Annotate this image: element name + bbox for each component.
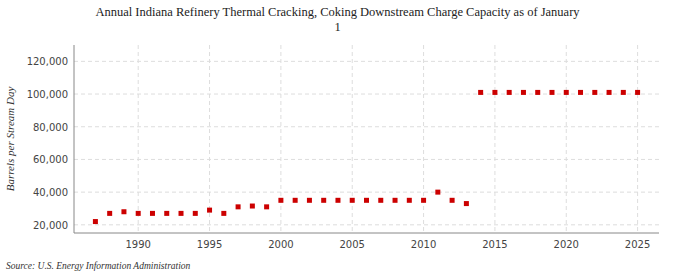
point xyxy=(507,90,512,95)
point xyxy=(221,211,226,216)
grid xyxy=(74,45,659,233)
tick-label: 2010 xyxy=(411,239,436,250)
point xyxy=(378,198,383,203)
tick-label: 2015 xyxy=(482,239,507,250)
point xyxy=(107,211,112,216)
point xyxy=(293,198,298,203)
point xyxy=(335,198,340,203)
point xyxy=(164,211,169,216)
grid-line xyxy=(637,45,638,233)
grid-line xyxy=(74,126,659,127)
point xyxy=(150,211,155,216)
point xyxy=(193,211,198,216)
point xyxy=(393,198,398,203)
point xyxy=(136,211,141,216)
y-axis xyxy=(74,45,75,233)
tick-label: 100,000 xyxy=(27,89,68,100)
tick-label: 2020 xyxy=(554,239,579,250)
point xyxy=(478,90,483,95)
point xyxy=(621,90,626,95)
point xyxy=(307,198,312,203)
tick-label: 2000 xyxy=(268,239,293,250)
point xyxy=(521,90,526,95)
title: Annual Indiana Refinery Thermal Cracking… xyxy=(95,5,580,34)
grid-line xyxy=(423,45,424,233)
tick-label: 20,000 xyxy=(33,220,68,231)
grid-line xyxy=(74,192,659,193)
grid-line xyxy=(352,45,353,233)
point xyxy=(250,204,255,209)
point xyxy=(592,90,597,95)
grid-line xyxy=(138,45,139,233)
grid-line xyxy=(494,45,495,233)
axis-label: Barrels per Stream Day xyxy=(4,87,16,192)
grid-line xyxy=(280,45,281,233)
point xyxy=(236,204,241,209)
point xyxy=(435,190,440,195)
point xyxy=(464,201,469,206)
tick-label: 1990 xyxy=(125,239,150,250)
point xyxy=(535,90,540,95)
grid-line xyxy=(74,61,659,62)
point xyxy=(264,204,269,209)
annotation: Source: U.S. Energy Information Administ… xyxy=(6,261,191,271)
grid-line xyxy=(74,224,659,225)
point xyxy=(635,90,640,95)
point xyxy=(578,90,583,95)
tick-label: 2025 xyxy=(625,239,650,250)
tick-label: 80,000 xyxy=(33,122,68,133)
point xyxy=(321,198,326,203)
x-axis xyxy=(74,233,659,234)
point xyxy=(121,209,126,214)
grid-line xyxy=(566,45,567,233)
point xyxy=(278,198,283,203)
tick-label: 120,000 xyxy=(27,56,68,67)
chart: Annual Indiana Refinery Thermal Cracking… xyxy=(0,0,675,275)
point xyxy=(207,208,212,213)
tick-label: 40,000 xyxy=(33,187,68,198)
point xyxy=(450,198,455,203)
point xyxy=(364,198,369,203)
grid-line xyxy=(74,94,659,95)
point xyxy=(492,90,497,95)
tick-label: 60,000 xyxy=(33,154,68,165)
grid-line xyxy=(74,159,659,160)
tick-label: 1995 xyxy=(197,239,222,250)
point xyxy=(179,211,184,216)
grid-line xyxy=(209,45,210,233)
tick-label: 2005 xyxy=(340,239,365,250)
point xyxy=(407,198,412,203)
point xyxy=(421,198,426,203)
point xyxy=(549,90,554,95)
point xyxy=(93,219,98,224)
point xyxy=(607,90,612,95)
marks xyxy=(93,90,640,224)
point xyxy=(564,90,569,95)
point xyxy=(350,198,355,203)
